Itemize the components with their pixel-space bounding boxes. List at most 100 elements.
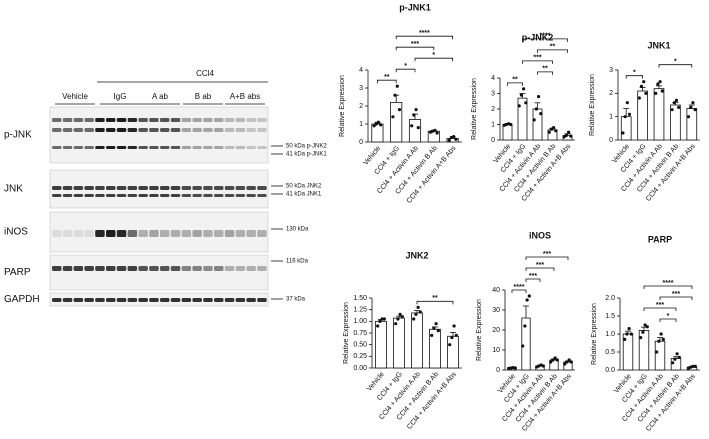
band bbox=[192, 128, 202, 132]
data-point bbox=[677, 355, 681, 359]
band bbox=[138, 128, 148, 132]
data-point bbox=[691, 364, 695, 368]
data-point bbox=[642, 80, 646, 84]
sig-bracket bbox=[659, 296, 693, 300]
sig-bracket bbox=[377, 79, 397, 84]
blot-box bbox=[49, 292, 269, 307]
data-point bbox=[434, 322, 438, 326]
chart-title: JNK1 bbox=[647, 40, 670, 50]
row-label: GAPDH bbox=[4, 294, 40, 305]
band bbox=[138, 118, 148, 122]
band bbox=[106, 186, 116, 190]
y-tick-label: 0 bbox=[359, 139, 363, 146]
lane-label: A ab bbox=[152, 92, 169, 101]
lane-label: B ab bbox=[195, 92, 212, 101]
data-point bbox=[396, 317, 400, 321]
data-point bbox=[549, 360, 553, 364]
y-axis-label: Relative Expression bbox=[591, 303, 598, 365]
data-point bbox=[644, 91, 648, 95]
data-point bbox=[416, 126, 420, 130]
band bbox=[52, 128, 62, 132]
row-label: p-JNK bbox=[4, 130, 32, 141]
band bbox=[224, 146, 235, 149]
band bbox=[62, 118, 73, 122]
band bbox=[170, 230, 181, 237]
data-point bbox=[625, 101, 629, 105]
band bbox=[106, 118, 116, 122]
band bbox=[203, 146, 213, 149]
band bbox=[214, 266, 224, 271]
band bbox=[257, 298, 267, 302]
y-tick-label: 1 bbox=[359, 121, 363, 128]
band bbox=[170, 128, 181, 132]
bar bbox=[375, 320, 387, 369]
sig-label: *** bbox=[536, 262, 544, 269]
band bbox=[214, 194, 224, 197]
y-tick-label: 0 bbox=[609, 137, 613, 144]
band bbox=[116, 128, 127, 132]
y-tick-label: 4 bbox=[491, 75, 495, 82]
band bbox=[192, 266, 202, 271]
data-point bbox=[398, 312, 402, 316]
band bbox=[116, 266, 127, 271]
data-point bbox=[623, 337, 627, 341]
marker-label: 41 kDa JNK1 bbox=[286, 192, 322, 198]
band bbox=[214, 186, 224, 190]
band bbox=[235, 118, 246, 122]
band bbox=[62, 128, 73, 132]
band bbox=[84, 186, 94, 190]
row-label: JNK bbox=[4, 184, 23, 195]
band bbox=[116, 298, 127, 302]
band bbox=[224, 128, 235, 132]
chart-title: PARP bbox=[648, 234, 672, 244]
band bbox=[106, 230, 116, 237]
data-point bbox=[418, 310, 422, 314]
marker-label: 37 kDa bbox=[286, 297, 306, 303]
band bbox=[224, 298, 235, 302]
band bbox=[84, 266, 94, 271]
sig-bracket bbox=[643, 285, 693, 289]
sig-label: ** bbox=[384, 74, 390, 81]
marker-label: 41 kDa p-JNK1 bbox=[286, 152, 327, 158]
band bbox=[257, 230, 267, 237]
data-point bbox=[656, 82, 660, 86]
data-point bbox=[641, 330, 645, 334]
band bbox=[73, 128, 84, 132]
y-tick-label: 2 bbox=[359, 103, 363, 110]
band bbox=[149, 194, 159, 197]
band bbox=[160, 186, 170, 190]
data-point bbox=[661, 337, 665, 341]
band bbox=[160, 118, 170, 122]
band bbox=[214, 118, 224, 122]
data-point bbox=[555, 358, 559, 362]
band bbox=[257, 266, 267, 271]
band bbox=[235, 230, 246, 237]
y-axis-label: Relative Expression bbox=[589, 74, 596, 136]
band bbox=[181, 146, 192, 149]
y-tick-label: 1.0 bbox=[605, 331, 615, 338]
data-point bbox=[416, 305, 420, 309]
data-point bbox=[509, 122, 513, 127]
data-point bbox=[621, 131, 625, 135]
sig-bracket bbox=[511, 289, 527, 293]
data-point bbox=[532, 118, 536, 122]
band bbox=[257, 128, 267, 132]
band bbox=[246, 186, 256, 190]
sig-bracket bbox=[525, 256, 569, 260]
data-point bbox=[395, 84, 399, 88]
band bbox=[127, 186, 138, 190]
band bbox=[160, 230, 170, 237]
chart-title: iNOS bbox=[529, 230, 551, 240]
data-point bbox=[537, 95, 541, 99]
band bbox=[62, 146, 73, 149]
bar bbox=[408, 119, 422, 143]
data-point bbox=[670, 108, 674, 112]
band bbox=[149, 118, 159, 122]
band bbox=[84, 230, 94, 237]
data-point bbox=[629, 332, 633, 336]
band bbox=[224, 230, 235, 237]
data-point bbox=[430, 333, 434, 337]
band bbox=[149, 266, 159, 271]
band bbox=[181, 186, 192, 190]
data-point bbox=[450, 336, 454, 340]
